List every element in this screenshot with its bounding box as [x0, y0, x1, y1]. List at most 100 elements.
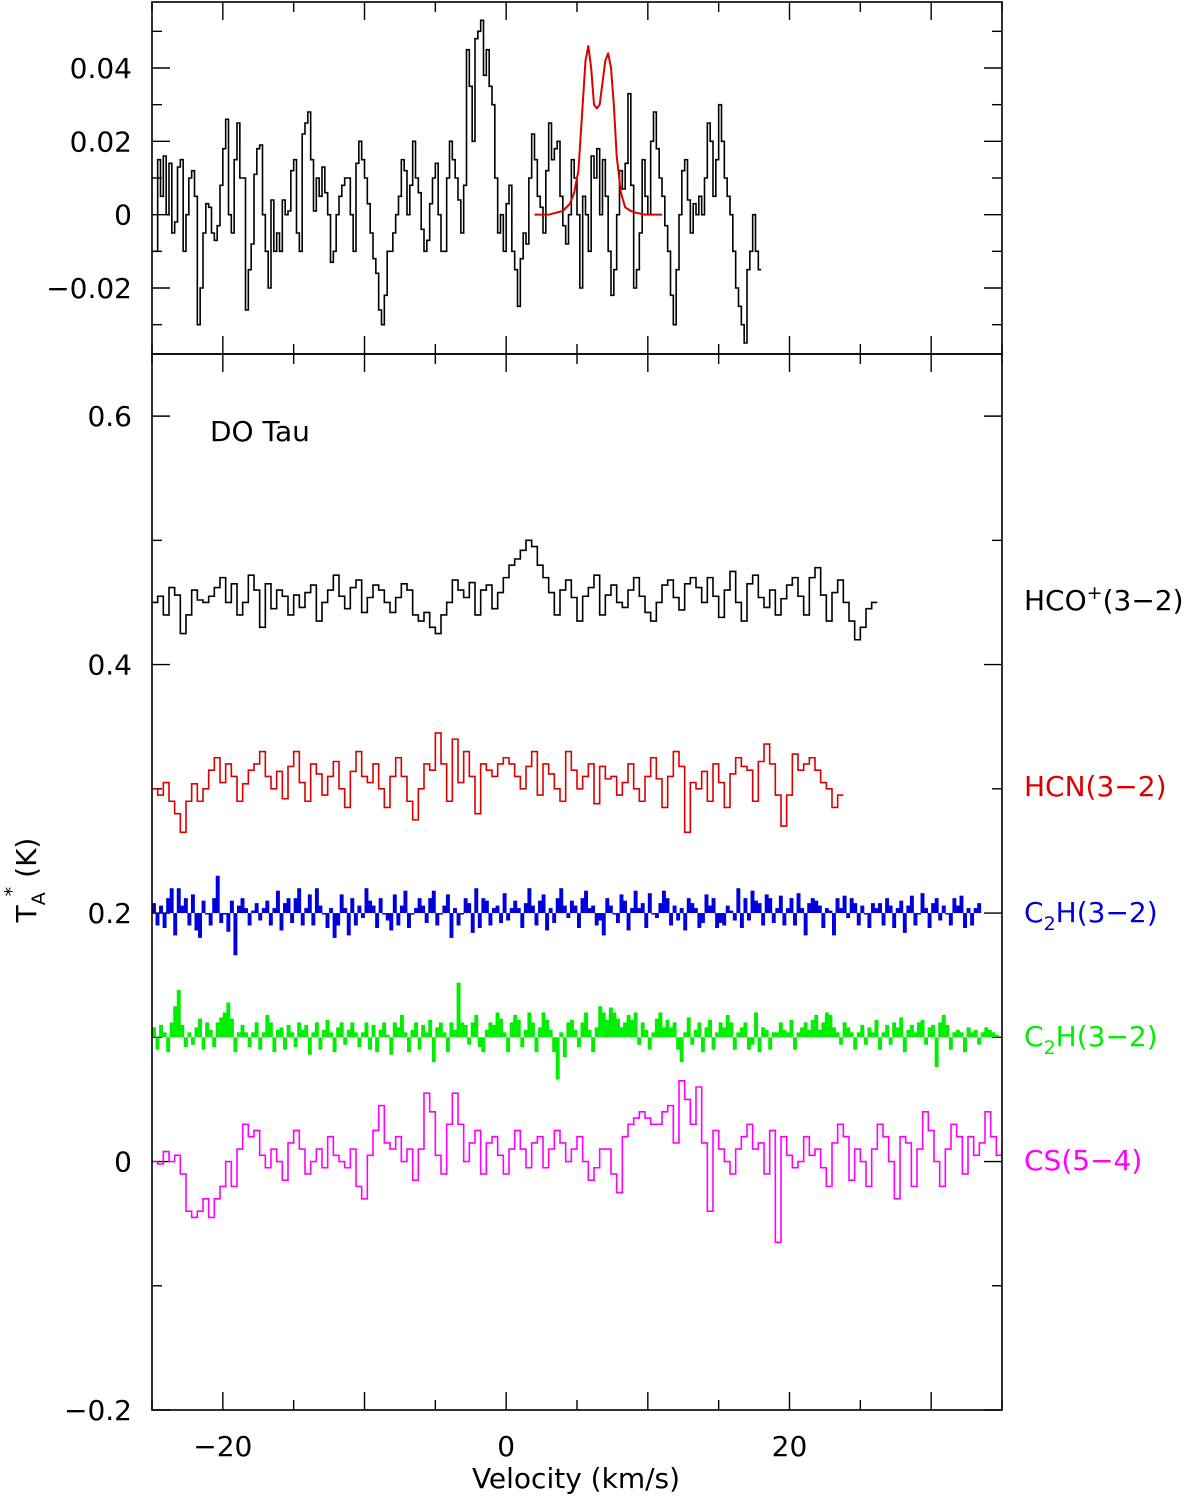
- histogram-bar: [254, 1022, 259, 1038]
- histogram-bar: [683, 1032, 688, 1038]
- histogram-bar: [229, 1018, 234, 1038]
- histogram-bar: [810, 1019, 815, 1038]
- histogram-bar: [853, 903, 858, 914]
- y-axis-label-main: T: [10, 904, 43, 923]
- histogram-bar: [598, 913, 603, 921]
- histogram-bar: [796, 893, 801, 914]
- histogram-bar: [924, 908, 929, 914]
- histogram-bar: [538, 1027, 542, 1038]
- histogram-bar: [630, 1019, 635, 1038]
- histogram-bar: [194, 1027, 199, 1038]
- histogram-bar: [463, 898, 468, 914]
- histogram-bar: [520, 1037, 525, 1048]
- histogram-bar: [229, 900, 234, 914]
- histogram-bar: [931, 1024, 936, 1038]
- histogram-bar: [566, 1022, 571, 1038]
- histogram-bar: [343, 908, 348, 914]
- histogram-bar: [739, 913, 744, 928]
- histogram-bar: [421, 1024, 426, 1038]
- histogram-bar: [970, 913, 975, 926]
- histogram-bar: [785, 908, 790, 914]
- histogram-bar: [750, 890, 755, 914]
- histogram-bar: [460, 1022, 465, 1038]
- histogram-bar: [283, 903, 287, 914]
- histogram-bar: [927, 913, 932, 928]
- histogram-bar: [754, 900, 759, 914]
- histogram-bar: [541, 1012, 546, 1038]
- histogram-bar: [325, 1019, 330, 1038]
- histogram-bar: [417, 1037, 422, 1050]
- histogram-bar: [460, 913, 465, 915]
- histogram-bar: [375, 913, 380, 928]
- histogram-bar: [548, 908, 553, 914]
- histogram-bar: [683, 913, 688, 931]
- histogram-bar: [856, 1032, 861, 1038]
- histogram-bar: [215, 875, 220, 914]
- histogram-bar: [941, 905, 946, 914]
- histogram-bar: [272, 1037, 277, 1053]
- histogram-bar: [580, 1022, 585, 1038]
- histogram-bar: [311, 1032, 316, 1038]
- histogram-bar: [414, 1022, 419, 1038]
- histogram-bar: [286, 898, 291, 914]
- histogram-bar: [198, 913, 202, 938]
- model-fit-line: [534, 45, 662, 216]
- histogram-bar: [715, 1032, 720, 1038]
- histogram-bar: [237, 1032, 241, 1038]
- histogram-bar: [492, 1024, 496, 1038]
- histogram-bar: [909, 895, 914, 914]
- histogram-bar: [757, 903, 762, 914]
- histogram-bar: [615, 1018, 620, 1038]
- histogram-bar: [424, 913, 429, 923]
- histogram-bar: [240, 898, 245, 914]
- histogram-bar: [304, 1024, 309, 1038]
- histogram-bar: [842, 1022, 847, 1038]
- histogram-bar: [963, 913, 967, 928]
- histogram-bar: [152, 1027, 156, 1038]
- series-label-hcoplus-b: (3−2): [1103, 584, 1184, 617]
- histogram-bar: [654, 1018, 659, 1038]
- histogram-bar: [382, 913, 387, 915]
- histogram-bar: [339, 894, 344, 914]
- histogram-bar: [509, 908, 514, 914]
- histogram-bar: [180, 1024, 185, 1038]
- histogram-bar: [874, 1019, 879, 1038]
- histogram-bar: [725, 905, 730, 914]
- histogram-bar: [566, 913, 571, 919]
- histogram-bar: [637, 1037, 642, 1045]
- histogram-bar: [233, 913, 238, 956]
- histogram-bar: [906, 905, 911, 914]
- histogram-bar: [644, 913, 649, 928]
- histogram-bar: [293, 1037, 298, 1048]
- histogram-bar: [353, 913, 358, 926]
- histogram-bar: [495, 905, 500, 914]
- histogram-bar: [251, 1032, 256, 1038]
- histogram-bar: [991, 1032, 996, 1038]
- histogram-bar: [736, 888, 741, 914]
- histogram-bar: [594, 1027, 599, 1038]
- histogram-bar: [183, 898, 188, 914]
- histogram-bar: [878, 1037, 882, 1050]
- histogram-bar: [598, 1006, 603, 1038]
- histogram-bar: [573, 1029, 578, 1038]
- histogram-bar: [739, 1027, 744, 1038]
- histogram-bar: [821, 913, 826, 928]
- histogram-bar: [173, 913, 178, 936]
- histogram-bar: [754, 1012, 759, 1038]
- histogram-bar: [509, 1022, 514, 1038]
- histogram-bar: [534, 1037, 539, 1053]
- histogram-bar: [817, 1029, 822, 1038]
- histogram-bar: [711, 898, 716, 914]
- histogram-bar: [176, 990, 181, 1038]
- histogram-bar: [941, 1014, 946, 1038]
- histogram-bar: [626, 1014, 631, 1038]
- histogram-bar: [477, 1037, 482, 1048]
- histogram-bar: [704, 1027, 709, 1038]
- histogram-bar: [711, 1037, 716, 1050]
- histogram-bar: [651, 1032, 656, 1038]
- histogram-bar: [817, 905, 822, 914]
- histogram-bar: [152, 903, 156, 914]
- histogram-bar: [729, 910, 734, 914]
- histogram-bar: [410, 1029, 415, 1038]
- histogram-bar: [166, 1037, 171, 1053]
